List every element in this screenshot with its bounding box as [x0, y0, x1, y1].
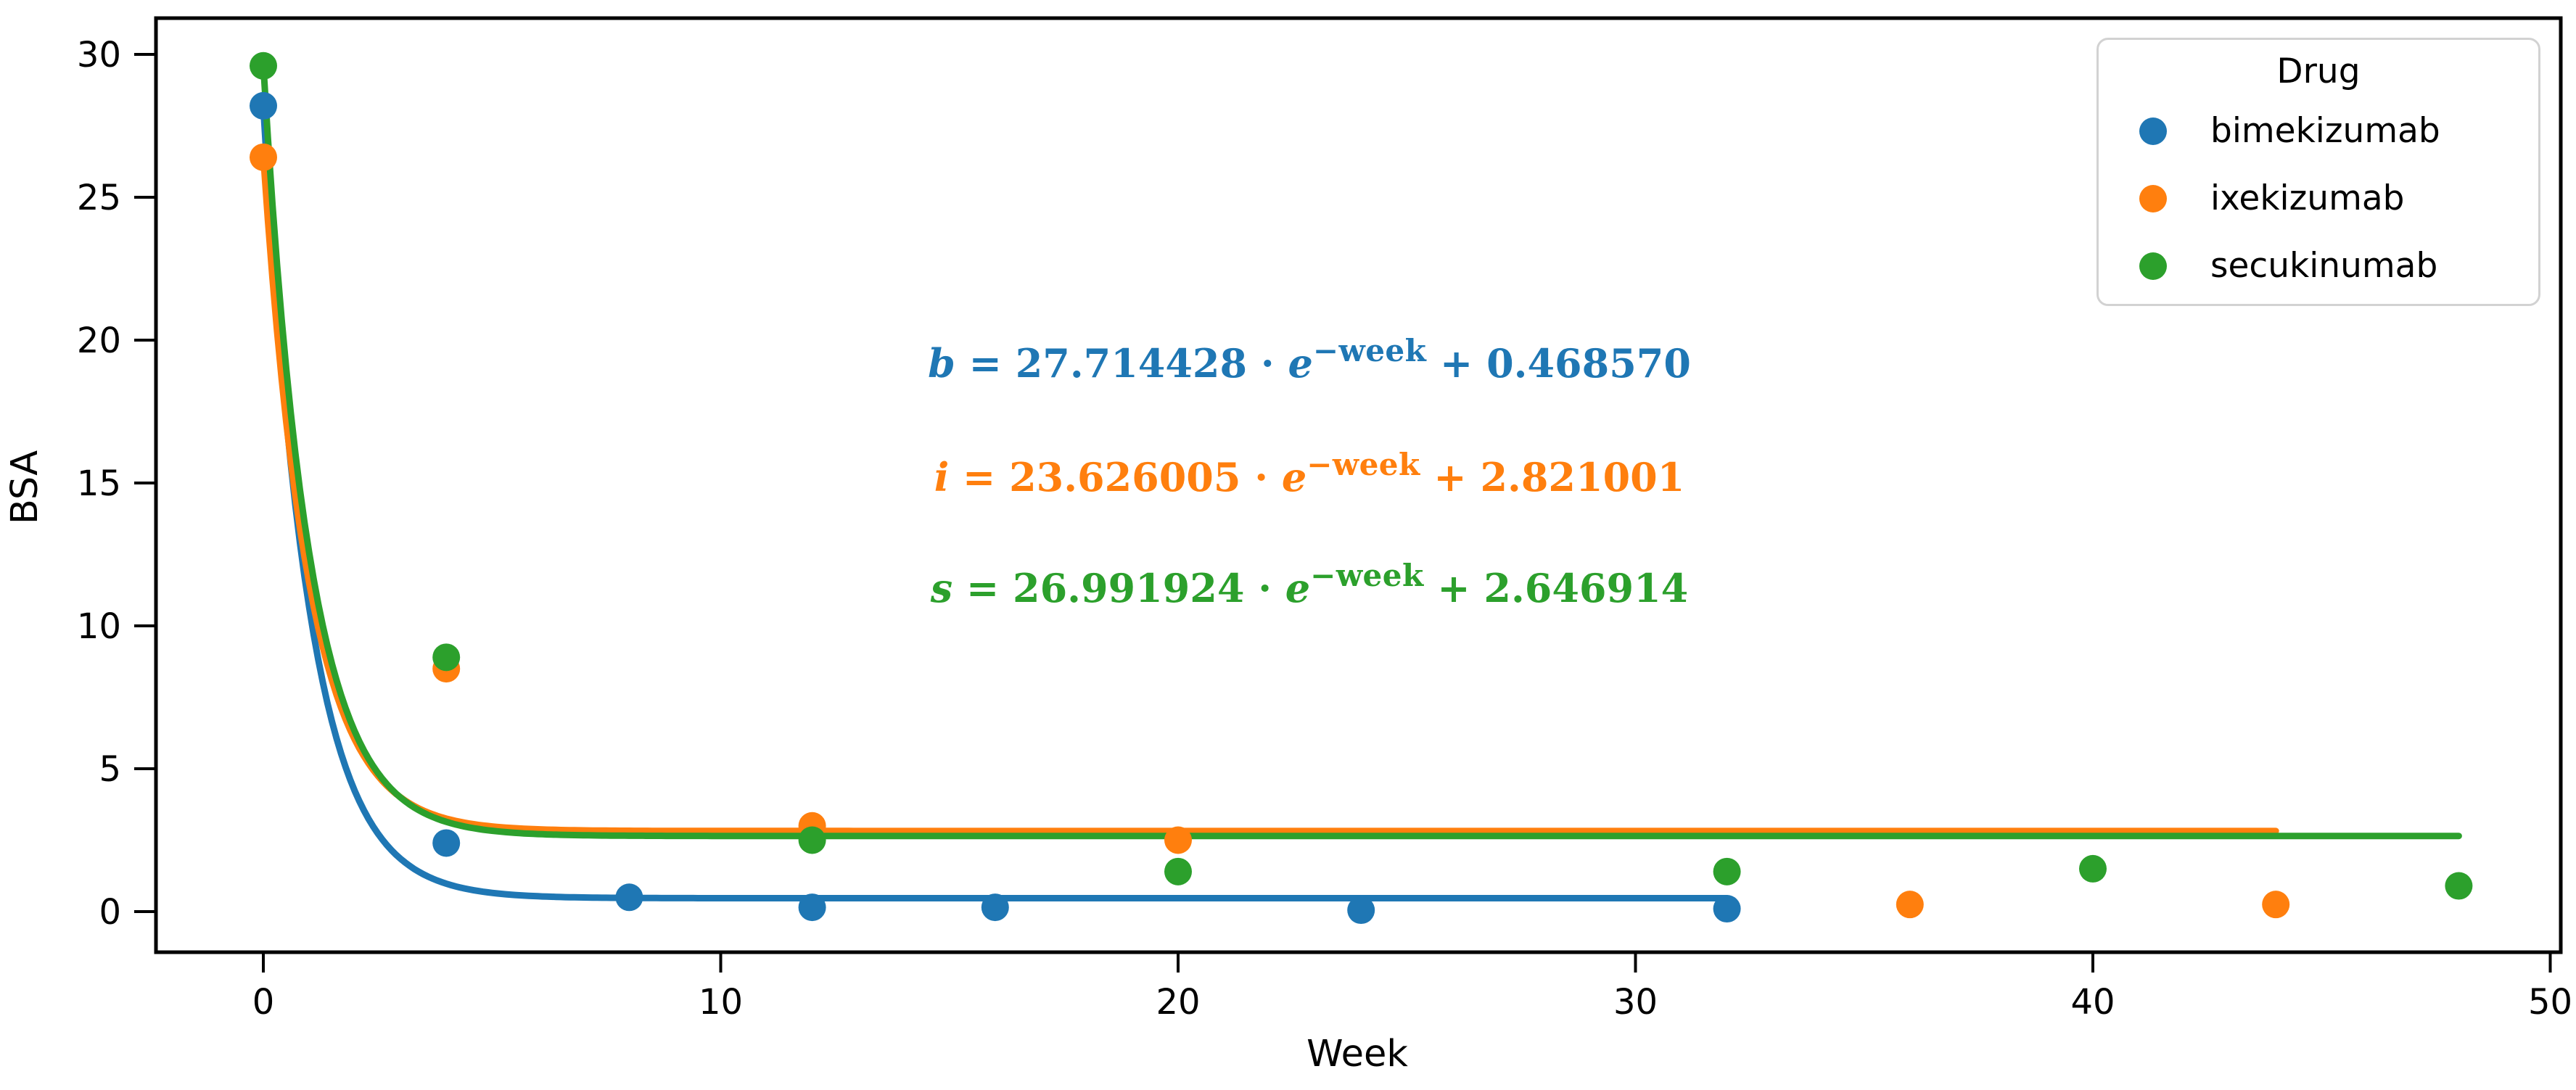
data-point-secukinumab — [2445, 872, 2473, 900]
legend-item-label: ixekizumab — [2210, 178, 2405, 219]
x-tick-label: 0 — [252, 982, 275, 1023]
data-point-bimekizumab — [432, 829, 461, 857]
y-tick-label: 15 — [77, 463, 121, 504]
equation-exponent: −week — [1310, 557, 1424, 593]
fit-curve-ixekizumab — [260, 152, 2279, 835]
x-tick-label: 50 — [2528, 982, 2572, 1023]
y-tick-label: 25 — [77, 178, 121, 218]
data-point-bimekizumab — [1713, 895, 1741, 923]
x-tick-label: 30 — [1613, 982, 1658, 1023]
ixekizumab-marker-icon — [2139, 184, 2167, 212]
legend-item: ixekizumab — [2099, 165, 2538, 232]
equation-constant: + 2.821001 — [1420, 453, 1685, 500]
data-point-ixekizumab — [250, 143, 277, 171]
data-point-secukinumab — [798, 826, 826, 854]
legend: Drug bimekizumab ixekizumab secukinumab — [2096, 38, 2540, 306]
equation-e: e — [1285, 564, 1311, 611]
data-point-ixekizumab — [1164, 826, 1192, 854]
equation-e: e — [1281, 453, 1307, 500]
data-point-secukinumab — [2079, 854, 2107, 883]
y-tick-label: 20 — [77, 321, 121, 361]
y-tick-label: 5 — [99, 749, 121, 790]
equation-coefficient: = 26.991924 · — [952, 564, 1285, 611]
data-point-secukinumab — [1164, 857, 1192, 885]
legend-item-label: secukinumab — [2210, 246, 2438, 286]
y-tick-label: 30 — [77, 35, 121, 75]
data-point-ixekizumab — [2262, 891, 2290, 919]
data-point-ixekizumab — [1896, 891, 1924, 919]
bimekizumab-marker-icon — [2139, 117, 2167, 145]
y-axis-label: BSA — [4, 450, 46, 525]
equation-variable: i — [934, 453, 950, 500]
y-tick-label: 10 — [77, 606, 121, 647]
data-point-bimekizumab — [615, 883, 643, 912]
axes-frame — [154, 16, 2563, 954]
equation-secukinumab: s = 26.991924 · e−week + 2.646914 — [863, 548, 1756, 616]
equation-ixekizumab: i = 23.626005 · e−week + 2.821001 — [863, 437, 1756, 505]
x-tick-label: 20 — [1156, 982, 1200, 1023]
equation-constant: + 0.468570 — [1426, 339, 1691, 387]
equation-coefficient: = 27.714428 · — [955, 339, 1288, 387]
equation-exponent: −week — [1306, 446, 1420, 482]
equation-exponent: −week — [1312, 332, 1427, 368]
data-point-bimekizumab — [981, 893, 1009, 922]
equation-constant: + 2.646914 — [1423, 564, 1689, 611]
data-point-secukinumab — [432, 643, 461, 672]
fit-curve-secukinumab — [260, 61, 2462, 840]
x-tick-label: 10 — [699, 982, 743, 1023]
x-tick-label: 40 — [2070, 982, 2115, 1023]
x-axis-label: Week — [1306, 1033, 1408, 1075]
y-tick-label: 0 — [99, 892, 121, 933]
data-point-secukinumab — [1713, 857, 1741, 885]
legend-title: Drug — [2276, 51, 2361, 91]
data-point-bimekizumab — [798, 893, 826, 922]
legend-item-label: bimekizumab — [2210, 111, 2440, 152]
equation-bimekizumab: b = 27.714428 · e−week + 0.468570 — [863, 323, 1756, 391]
legend-item: secukinumab — [2099, 232, 2538, 300]
data-point-bimekizumab — [250, 91, 277, 120]
secukinumab-marker-icon — [2139, 252, 2167, 280]
data-point-secukinumab — [250, 51, 277, 80]
equation-coefficient: = 23.626005 · — [949, 453, 1282, 500]
legend-item: bimekizumab — [2099, 97, 2538, 165]
equation-variable: b — [928, 339, 955, 387]
equation-e: e — [1288, 339, 1313, 387]
data-point-bimekizumab — [1347, 896, 1375, 925]
equation-variable: s — [930, 564, 953, 611]
